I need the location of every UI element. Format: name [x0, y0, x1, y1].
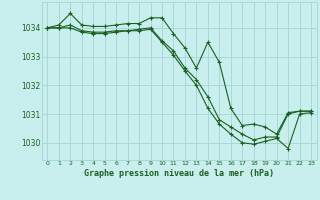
X-axis label: Graphe pression niveau de la mer (hPa): Graphe pression niveau de la mer (hPa)	[84, 169, 274, 178]
